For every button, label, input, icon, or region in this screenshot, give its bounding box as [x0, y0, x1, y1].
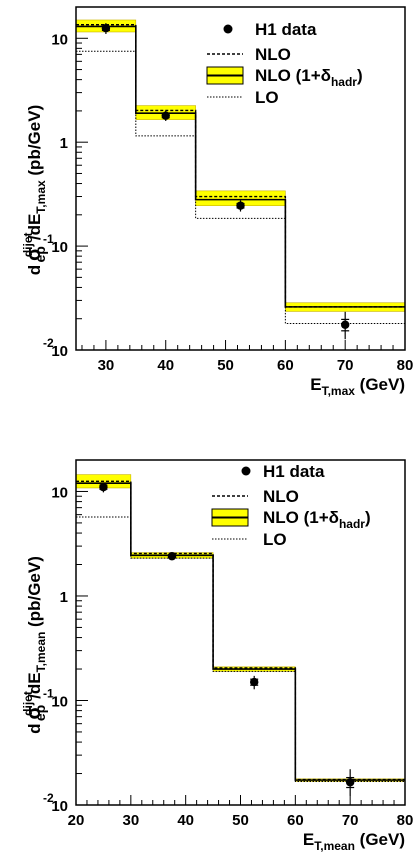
legend-nlo-hadr-label: NLO (1+δhadr)	[255, 66, 363, 89]
x-axis-label: ET,mean (GeV)	[303, 830, 405, 853]
y-axis-label: dσdijetep/dET,mean (pb/GeV)	[21, 556, 48, 734]
x-tick-label: 30	[122, 812, 139, 829]
legend-nlo-hadr-label: NLO (1+δhadr)	[263, 508, 371, 531]
legend: H1 data NLO NLO (1+δhadr) LO	[211, 462, 371, 549]
x-tick-label: 40	[177, 812, 194, 829]
y-axis-label: dσdijetep/dET,max (pb/GeV)	[21, 105, 48, 275]
x-tick-label: 70	[337, 357, 354, 374]
x-tick-label: 50	[217, 357, 234, 374]
h1-data-points	[99, 482, 355, 796]
y-tick-label: 10-2	[43, 336, 68, 360]
x-tick-label: 60	[287, 812, 304, 829]
lo-histogram	[76, 516, 405, 782]
x-tick-label: 70	[342, 812, 359, 829]
y-tick-label: 10-2	[43, 791, 68, 815]
legend-nlo-label: NLO	[255, 45, 291, 64]
y-tick-label: 10	[51, 31, 68, 48]
nlo-hadr-histogram	[76, 25, 405, 308]
legend-lo-label: LO	[263, 530, 287, 549]
data-point-2	[236, 201, 245, 210]
x-axis-ticks: 30 40 50 60 70 80	[81, 340, 414, 374]
x-tick-label: 80	[397, 357, 414, 374]
legend-lo-label: LO	[255, 88, 279, 107]
x-axis-ticks: 20 30 40 50 60 70 80	[68, 795, 414, 829]
y-tick-label: 10	[51, 484, 68, 501]
h1-data-points	[101, 23, 350, 340]
data-point-1	[167, 552, 177, 561]
plot-frame	[75, 6, 406, 351]
chart-panel-et-max: 30 40 50 60 70 80 10 1 10-1 10-2 dσdijetep/dET,m…	[21, 6, 414, 398]
y-tick-label: 10-1	[43, 686, 68, 710]
x-tick-label: 20	[68, 812, 85, 829]
x-tick-label: 40	[157, 357, 174, 374]
legend-data-marker	[241, 466, 251, 476]
legend-nlo-label: NLO	[263, 487, 299, 506]
legend-data-marker	[223, 24, 233, 34]
y-tick-label: 1	[60, 135, 68, 152]
data-point-3	[345, 778, 355, 787]
lo-histogram	[76, 50, 405, 324]
legend-data-label: H1 data	[255, 20, 317, 39]
data-point-0	[99, 482, 108, 492]
nlo-hadr-line	[76, 482, 405, 781]
data-point-3	[340, 320, 350, 329]
chart-panel-et-mean: 20 30 40 50 60 70 80 10 1 10-1 10-2 dσdijetep/dET…	[21, 459, 414, 853]
data-point-1	[161, 111, 170, 120]
nlo-hadr-line	[76, 25, 405, 308]
y-axis-ticks: 10 1 10-1 10-2	[43, 6, 88, 360]
x-axis-label: ET,max (GeV)	[310, 375, 405, 398]
nlo-hadr-uncertainty-bands	[75, 19, 406, 312]
x-tick-label: 30	[98, 357, 115, 374]
legend-data-label: H1 data	[263, 462, 325, 481]
x-tick-label: 50	[232, 812, 249, 829]
y-axis-ticks: 10 1 10-1 10-2	[43, 459, 88, 815]
lo-line	[76, 50, 405, 324]
legend: H1 data NLO NLO (1+δhadr) LO	[206, 20, 363, 107]
x-tick-label: 60	[277, 357, 294, 374]
y-tick-label: 1	[60, 589, 68, 606]
lo-line	[76, 516, 405, 782]
data-point-2	[250, 677, 259, 687]
data-point-0	[101, 24, 111, 33]
nlo-hadr-histogram	[76, 482, 405, 781]
y-tick-label: 10-1	[43, 232, 68, 256]
x-tick-label: 80	[397, 812, 414, 829]
